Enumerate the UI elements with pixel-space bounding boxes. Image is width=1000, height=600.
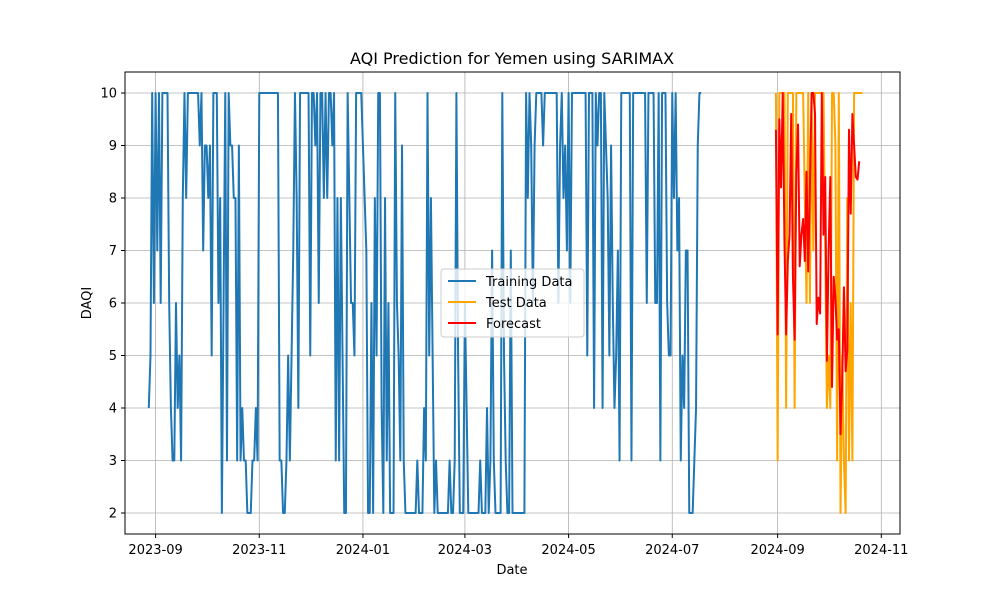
y-tick-label: 6 <box>109 297 117 312</box>
legend-label-forecast: Forecast <box>486 317 541 332</box>
y-tick-label: 8 <box>109 192 117 207</box>
y-tick-label: 4 <box>109 402 117 417</box>
y-tick-label: 3 <box>109 454 117 469</box>
x-axis-ticks: 2023-09 2023-11 2024-01 2024-03 2024-05 2024-… <box>128 534 908 558</box>
y-axis-ticks: 2 3 4 5 6 7 8 9 10 <box>100 87 125 522</box>
x-tick-label: 2024-01 <box>336 543 390 558</box>
x-tick-label: 2024-03 <box>438 543 492 558</box>
x-tick-label: 2024-07 <box>645 543 699 558</box>
series-lines <box>147 92 863 514</box>
legend-label-training-data: Training Data <box>485 275 572 290</box>
y-tick-label: 10 <box>100 87 117 102</box>
legend: Training Data Test Data Forecast <box>440 268 585 338</box>
y-axis-label: DAQI <box>80 287 95 320</box>
x-tick-label: 2024-11 <box>854 543 908 558</box>
legend-label-test-data: Test Data <box>485 296 547 311</box>
y-tick-label: 7 <box>109 244 117 259</box>
series-line-forecast <box>774 92 861 436</box>
x-tick-label: 2023-09 <box>128 543 182 558</box>
x-tick-label: 2024-09 <box>750 543 804 558</box>
legend-box <box>440 268 585 338</box>
series-line-training-data <box>147 92 702 514</box>
x-axis-label: Date <box>496 563 527 578</box>
y-tick-label: 9 <box>109 139 117 154</box>
y-tick-label: 5 <box>109 349 117 364</box>
chart-title: AQI Prediction for Yemen using SARIMAX <box>350 49 674 68</box>
y-tick-label: 2 <box>109 507 117 522</box>
x-tick-label: 2024-05 <box>541 543 595 558</box>
x-tick-label: 2023-11 <box>232 543 286 558</box>
